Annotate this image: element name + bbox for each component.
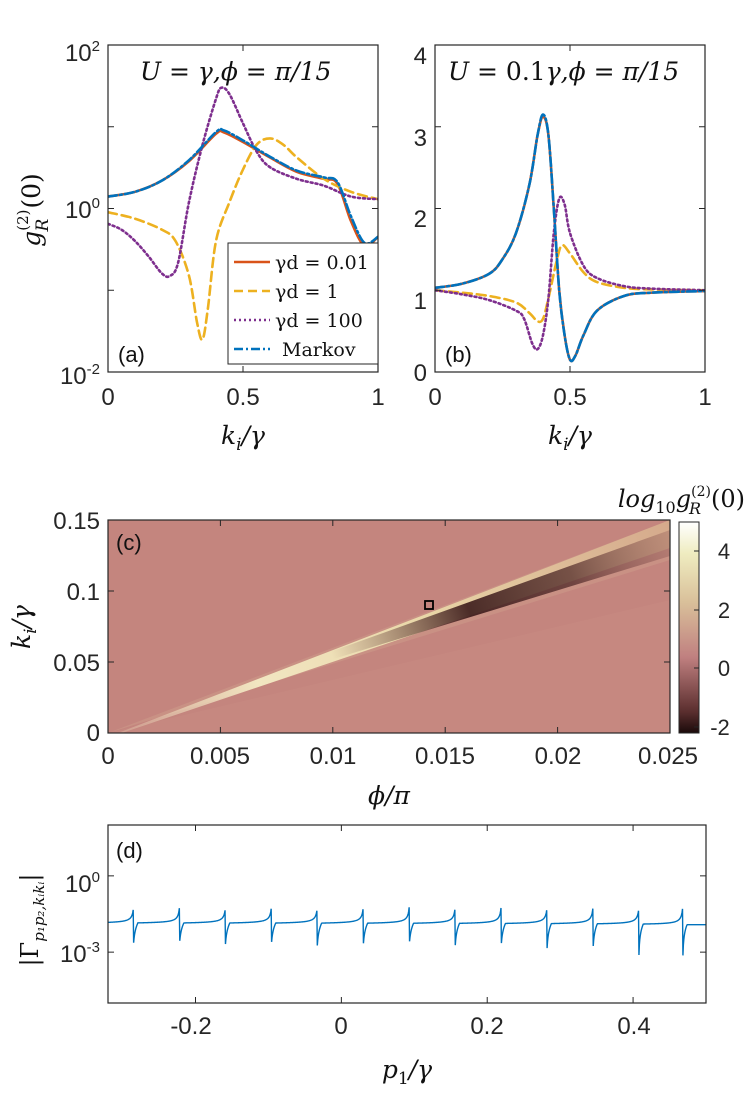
panel-a-label: (a) (118, 342, 145, 367)
panel-c-xtick-0: 0 (101, 743, 114, 770)
panel-b-ytick-1: 1 (414, 288, 427, 315)
colorbar-label-0: 0 (718, 656, 730, 681)
panel-c: 0.15 0.1 0.05 0 0 0.005 0.01 0.015 0.02 … (7, 484, 745, 810)
panel-d-series (108, 907, 706, 956)
panel-a-ytick-1: 100 (65, 195, 100, 224)
panel-b-frame (434, 44, 706, 373)
panel-b-series-1 (435, 243, 705, 324)
heatmap-dark-ridge (330, 530, 670, 660)
panel-b-series-3 (435, 113, 705, 363)
panel-a-series-3 (108, 127, 378, 245)
colorbar-label-4: 4 (718, 539, 730, 564)
panel-b-xlabel: ki/γ (548, 421, 592, 455)
panel-c-xlabel: ϕ/π (368, 781, 410, 810)
panel-a-series-2 (108, 86, 378, 279)
panel-c-frame (107, 519, 671, 734)
panel-b-ticks (434, 44, 706, 373)
panel-c-label: (c) (116, 530, 142, 555)
panel-b-xtick-05: 0.5 (553, 384, 586, 411)
panel-c-ticks (107, 519, 671, 734)
panel-b-xtick-0: 0 (428, 384, 441, 411)
panel-c-xtick-0005: 0.005 (190, 743, 250, 770)
panel-c-xtick-002: 0.02 (535, 743, 582, 770)
legend-label-3: Markov (282, 339, 356, 361)
colorbar-label-m2: -2 (710, 715, 730, 740)
colorbar-label-2: 2 (718, 598, 730, 623)
panel-a: 102 100 10-2 0 0.5 1 U = γ,ϕ = π/15 ki/γ… (14, 38, 385, 455)
panel-b-series-0 (435, 115, 705, 363)
panel-a-series (108, 86, 378, 342)
heatmap-bright-ridge (118, 520, 670, 733)
panel-d-ytick-0001: 10-3 (60, 939, 100, 968)
panel-a-ytick-100: 102 (65, 38, 100, 67)
colorbar: 4 2 0 -2 log10g(2) R (0) (618, 484, 745, 740)
legend-label-0: γd = 0.01 (275, 252, 369, 274)
heatmap (108, 520, 670, 733)
panel-d-ytick-1: 100 (65, 869, 100, 898)
panel-b-ytick-3: 3 (414, 125, 427, 152)
panel-a-ylabel: g(2)R(0) (14, 173, 53, 247)
panel-d-ticks (108, 825, 706, 1003)
panel-c-ytick-01: 0.1 (67, 579, 100, 606)
panel-b-series-2 (435, 195, 705, 351)
panel-a-xlabel: ki/γ (221, 421, 265, 455)
panel-b-xtick-1: 1 (698, 384, 711, 411)
panel-a-ytick-001: 10-2 (60, 361, 100, 390)
panel-c-xtick-0015: 0.015 (415, 743, 475, 770)
panel-c-xtick-001: 0.01 (310, 743, 357, 770)
panel-b: 4 3 2 1 0 0 0.5 1 U = 0.1γ,ϕ = π/15 ki/γ… (414, 43, 712, 455)
panel-a-legend: γd = 0.01 γd = 1 γd = 100 Markov (227, 242, 379, 365)
panel-a-ticks (107, 44, 379, 373)
panel-a-xtick-05: 0.5 (226, 384, 259, 411)
panel-d-xtick-0: 0 (334, 1013, 347, 1040)
panel-b-title: U = 0.1γ,ϕ = π/15 (448, 57, 679, 86)
panel-a-series-1 (108, 137, 378, 342)
heatmap-fan (108, 520, 670, 733)
panel-d-xtick-04: 0.4 (617, 1013, 650, 1040)
panel-c-ytick-015: 0.15 (53, 508, 100, 535)
panel-c-xtick-0025: 0.025 (638, 743, 698, 770)
panel-d-ylabel: |Γp₁p₂,kᵢkᵢ| (16, 873, 48, 966)
colorbar-title: log10g(2) R (0) (618, 484, 745, 518)
heatmap-marker (424, 600, 434, 610)
heatmap-lower-region (108, 600, 670, 733)
panel-b-series (435, 113, 705, 363)
legend-label-2: γd = 100 (275, 310, 363, 332)
colorbar-gradient (678, 521, 700, 734)
panel-d-xlabel: p1/γ (382, 1055, 432, 1089)
panel-b-label: (b) (445, 342, 472, 367)
panel-a-xtick-0: 0 (101, 384, 114, 411)
panel-a-title: U = γ,ϕ = π/15 (140, 57, 331, 86)
panel-d-label: (d) (116, 838, 143, 863)
panel-d-xtick-02: 0.2 (470, 1013, 503, 1040)
panel-b-ytick-0: 0 (414, 360, 427, 387)
panel-c-ytick-0: 0 (87, 720, 100, 747)
panel-a-xtick-1: 1 (371, 384, 384, 411)
legend-label-1: γd = 1 (275, 281, 339, 303)
panel-d-series-0 (108, 907, 706, 956)
panel-b-ytick-4: 4 (414, 43, 427, 70)
panel-c-ylabel: ki/γ (7, 605, 41, 649)
panel-d-xtick-m02: -0.2 (170, 1013, 211, 1040)
panel-d: 100 10-3 -0.2 0 0.2 0.4 p1/γ |Γp₁p₂,kᵢkᵢ… (16, 824, 707, 1089)
panel-d-frame (107, 824, 707, 1004)
panel-b-ytick-2: 2 (414, 206, 427, 233)
panel-c-ytick-005: 0.05 (53, 650, 100, 677)
